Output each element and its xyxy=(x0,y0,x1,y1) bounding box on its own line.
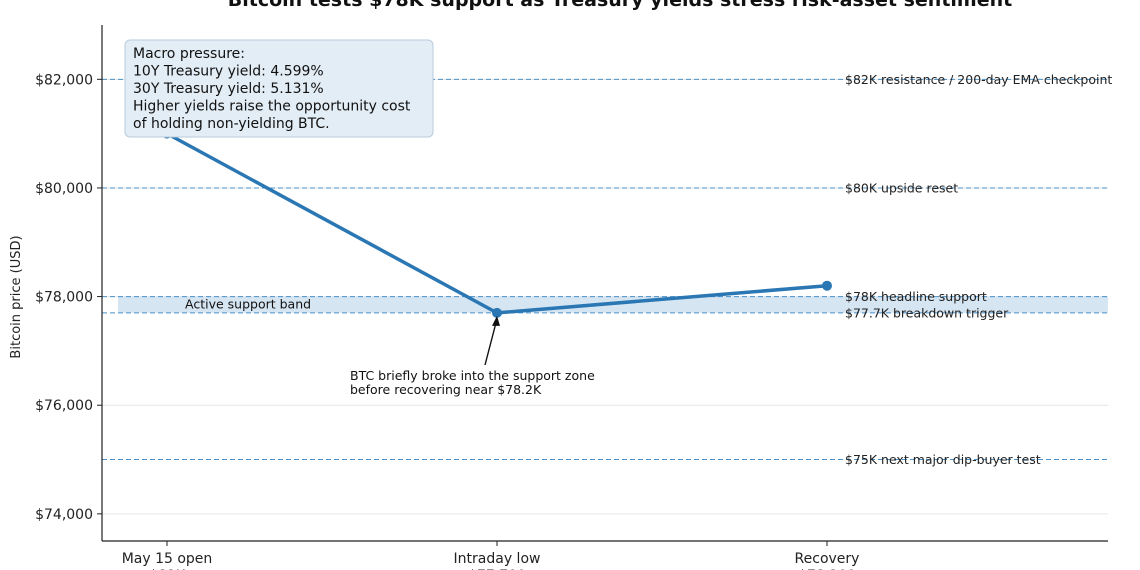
data-point-1 xyxy=(492,307,502,318)
y-tick-label-4: $82,000 xyxy=(35,72,93,88)
x-tick-label-2: Recovery xyxy=(795,551,860,567)
series-line-0 xyxy=(166,132,828,315)
price-series xyxy=(162,128,832,318)
callout-box xyxy=(124,39,434,138)
y-tick-label-1: $76,000 xyxy=(35,398,93,414)
x-tick-label-1: Intraday low xyxy=(454,551,541,567)
y-axis-label: Bitcoin price (USD) xyxy=(9,235,24,358)
y-tick-label-3: $80,000 xyxy=(35,181,93,197)
annotation-line-0: BTC briefly broke into the support zone xyxy=(350,368,595,383)
reference-label-3: $77.7K breakdown trigger xyxy=(845,305,1009,320)
reference-lines: $82K resistance / 200-day EMA checkpoint… xyxy=(102,72,1112,467)
reference-label-1: $80K upside reset xyxy=(845,180,958,195)
x-tick-label-0: May 15 open xyxy=(122,551,213,567)
y-tick-label-2: $78,000 xyxy=(35,290,93,306)
chart-title: Bitcoin tests $78K support as Treasury y… xyxy=(228,0,1012,11)
support-band-label: Active support band xyxy=(185,297,311,312)
callout-line-3: Higher yields raise the opportunity cost xyxy=(133,99,411,115)
reference-label-4: $75K next major dip-buyer test xyxy=(845,452,1041,467)
callout-line-2: 30Y Treasury yield: 5.131% xyxy=(133,81,324,97)
reference-label-2: $78K headline support xyxy=(845,289,987,304)
callout-line-0: Macro pressure: xyxy=(133,46,245,62)
reference-label-0: $82K resistance / 200-day EMA checkpoint xyxy=(845,72,1112,87)
callout-line-1: 10Y Treasury yield: 4.599% xyxy=(133,64,324,80)
callout-line-4: of holding non-yielding BTC. xyxy=(133,116,330,132)
annotation-line-1: before recovering near $78.2K xyxy=(350,382,542,397)
axes: $74,000 $76,000 $78,000 $80,000 $82,000 May 1… xyxy=(35,25,1108,570)
annotation-arrow-head xyxy=(492,315,500,326)
x-tick-sublabel-0: $81K xyxy=(149,568,186,570)
x-tick-sublabel-2: $78,200 xyxy=(798,568,856,570)
y-tick-label-0: $74,000 xyxy=(35,507,93,523)
annotation-arrow-line xyxy=(484,318,498,366)
data-point-2 xyxy=(822,280,832,291)
x-tick-sublabel-1: $77,700 xyxy=(468,568,526,570)
annotations: Macro pressure: 10Y Treasury yield: 4.599… xyxy=(124,39,595,397)
